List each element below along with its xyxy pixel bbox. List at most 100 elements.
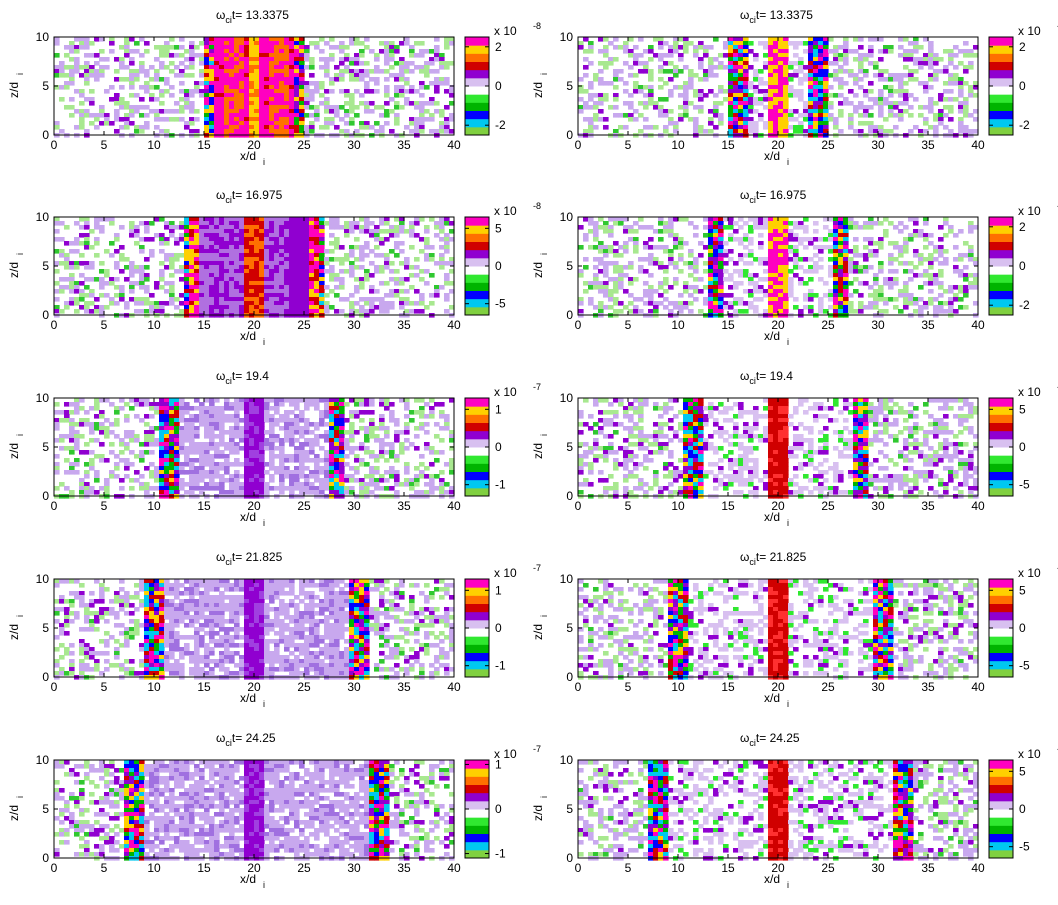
colorbar-scale-exponent: -7 xyxy=(533,744,541,754)
colorbar-segment xyxy=(989,422,1013,432)
x-axis-label: x/d xyxy=(240,691,256,705)
colorbar-tick-label: 2 xyxy=(1019,220,1026,234)
x-tick-label: 5 xyxy=(625,499,632,513)
colorbar-segment xyxy=(465,833,489,843)
colorbar-segment xyxy=(465,463,489,472)
colorbar-segment xyxy=(465,471,489,481)
x-tick-label: 10 xyxy=(671,861,685,875)
colorbar-tick-label: 5 xyxy=(1019,764,1026,778)
title-omega: ω xyxy=(740,8,749,22)
colorbar-scale-exponent: -7 xyxy=(533,563,541,573)
y-tick-label: 0 xyxy=(566,851,573,865)
x-axis-label: x/d xyxy=(764,510,780,524)
colorbar-segment xyxy=(989,102,1013,111)
y-tick-label: 5 xyxy=(566,259,573,273)
title-sub: ci xyxy=(749,15,756,25)
x-tick-label: 25 xyxy=(821,318,835,332)
y-axis-label-sub: i xyxy=(539,73,549,75)
y-axis-label-sub: i xyxy=(15,796,25,798)
y-axis-label-group: z/d i xyxy=(531,615,549,640)
field-texture xyxy=(578,760,979,861)
colorbar-segment xyxy=(989,776,1013,785)
y-axis-label-group: z/d i xyxy=(7,615,25,640)
colorbar-segment xyxy=(465,422,489,432)
colorbar-segment xyxy=(465,241,489,251)
colorbar-segment xyxy=(989,644,1013,653)
x-axis-label: x/d xyxy=(240,329,256,343)
x-tick-label: 40 xyxy=(447,861,461,875)
colorbar-segment xyxy=(465,61,489,71)
colorbar-tick-label: -5 xyxy=(1019,659,1030,673)
colorbar-segment xyxy=(465,644,489,653)
colorbar-segment xyxy=(989,579,1013,588)
y-axis-label-sub: i xyxy=(539,253,549,255)
title-sub: ci xyxy=(225,557,232,567)
x-tick-label: 20 xyxy=(247,318,261,332)
colorbar-segment xyxy=(465,233,489,242)
title-omega: ω xyxy=(216,8,225,22)
colorbar-tick-label: 0 xyxy=(1019,259,1026,273)
x-tick-label: 0 xyxy=(575,318,582,332)
colorbar-segment xyxy=(465,447,489,456)
colorbar-segment xyxy=(465,69,489,79)
colorbar-segment xyxy=(989,768,1013,777)
x-tick-label: 0 xyxy=(575,861,582,875)
colorbar-segment xyxy=(465,809,489,818)
x-tick-label: 35 xyxy=(397,861,411,875)
field-texture xyxy=(578,217,979,318)
title-omega: ω xyxy=(740,188,749,202)
colorbar-segment xyxy=(989,274,1013,283)
x-axis-label: x/d xyxy=(764,329,780,343)
colorbar-segment xyxy=(989,660,1013,670)
y-tick-label: 0 xyxy=(566,128,573,142)
y-axis-label: z/d xyxy=(531,805,545,821)
title-time: 21.825 xyxy=(246,550,283,564)
colorbar-tick-label: -5 xyxy=(495,297,506,311)
colorbar-segment xyxy=(465,217,489,226)
colorbar-segment xyxy=(989,298,1013,308)
panel-3: 0 5 10 15 20 25 30 35 40 0 5 10 x/d i z/d i ωcit= 16.975… xyxy=(7,188,541,347)
colorbar-segment xyxy=(465,595,489,604)
colorbar-segment xyxy=(465,792,489,802)
x-tick-label: 15 xyxy=(197,138,211,152)
x-tick-label: 35 xyxy=(397,318,411,332)
colorbar-tick-label: -2 xyxy=(1019,118,1030,132)
field-texture xyxy=(54,398,455,499)
panel-title: ωcit= 21.825 xyxy=(216,550,283,567)
x-tick-label: 20 xyxy=(247,499,261,513)
colorbar-segment xyxy=(989,619,1013,629)
colorbar-tick-label: -5 xyxy=(1019,478,1030,492)
x-tick-label: 10 xyxy=(147,680,161,694)
field-texture xyxy=(578,37,979,138)
x-tick-label: 40 xyxy=(447,138,461,152)
colorbar-segment xyxy=(989,841,1013,851)
x-tick-label: 30 xyxy=(871,138,885,152)
title-mid: t= xyxy=(756,731,770,745)
field-texture xyxy=(578,398,979,499)
y-tick-label: 5 xyxy=(42,621,49,635)
y-axis-label-group: z/d i xyxy=(531,434,549,459)
colorbar-segment xyxy=(465,619,489,629)
colorbar-scale-label: x 10 xyxy=(494,385,517,399)
y-axis-label: z/d xyxy=(7,82,21,98)
x-axis-label-sub: i xyxy=(263,699,265,709)
y-axis-label: z/d xyxy=(531,82,545,98)
colorbar-segment xyxy=(989,652,1013,662)
x-tick-label: 30 xyxy=(347,138,361,152)
y-tick-label: 10 xyxy=(560,572,574,586)
x-tick-label: 15 xyxy=(197,499,211,513)
title-sub: ci xyxy=(225,376,232,386)
x-tick-label: 15 xyxy=(197,680,211,694)
x-axis-label-sub: i xyxy=(787,880,789,890)
colorbar-tick-label: 0 xyxy=(495,440,502,454)
colorbar-segment xyxy=(465,841,489,851)
colorbar-segment xyxy=(465,77,489,87)
x-tick-label: 40 xyxy=(447,680,461,694)
colorbar-segment xyxy=(989,849,1013,859)
colorbar-segment xyxy=(989,471,1013,481)
colorbar-segment xyxy=(989,817,1013,826)
